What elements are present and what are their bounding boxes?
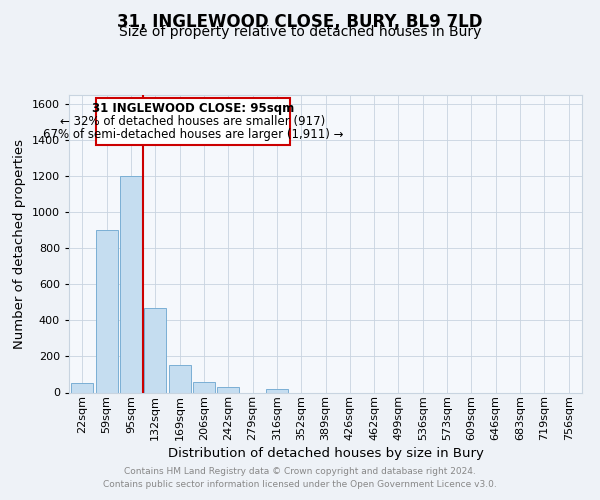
Text: 67% of semi-detached houses are larger (1,911) →: 67% of semi-detached houses are larger (… xyxy=(43,128,343,141)
Bar xyxy=(145,308,166,392)
Bar xyxy=(120,176,142,392)
Bar xyxy=(169,366,191,392)
X-axis label: Distribution of detached houses by size in Bury: Distribution of detached houses by size … xyxy=(167,448,484,460)
FancyBboxPatch shape xyxy=(96,98,290,144)
Text: Contains HM Land Registry data © Crown copyright and database right 2024.: Contains HM Land Registry data © Crown c… xyxy=(124,467,476,476)
Bar xyxy=(96,230,118,392)
Text: Size of property relative to detached houses in Bury: Size of property relative to detached ho… xyxy=(119,25,481,39)
Bar xyxy=(71,382,94,392)
Y-axis label: Number of detached properties: Number of detached properties xyxy=(13,138,26,349)
Text: 31 INGLEWOOD CLOSE: 95sqm: 31 INGLEWOOD CLOSE: 95sqm xyxy=(92,102,294,114)
Bar xyxy=(217,387,239,392)
Bar xyxy=(266,389,288,392)
Text: 31, INGLEWOOD CLOSE, BURY, BL9 7LD: 31, INGLEWOOD CLOSE, BURY, BL9 7LD xyxy=(117,12,483,30)
Bar xyxy=(193,382,215,392)
Text: Contains public sector information licensed under the Open Government Licence v3: Contains public sector information licen… xyxy=(103,480,497,489)
Text: ← 32% of detached houses are smaller (917): ← 32% of detached houses are smaller (91… xyxy=(61,114,326,128)
